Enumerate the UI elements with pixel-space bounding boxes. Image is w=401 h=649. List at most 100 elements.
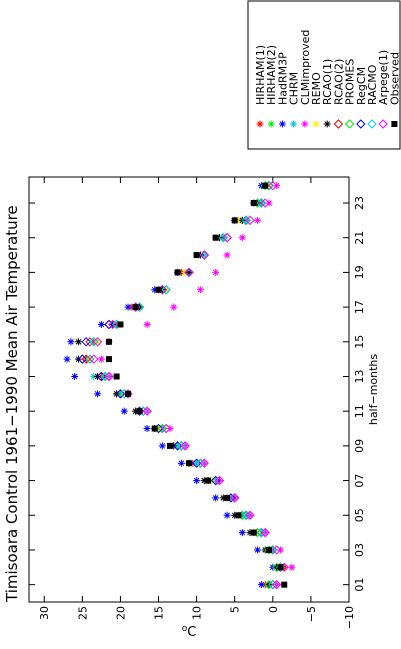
- series-chrm-point: [90, 372, 98, 380]
- legend-marker: [278, 120, 286, 128]
- series-observed-point: [250, 200, 257, 207]
- x-tick-label: 17: [353, 300, 366, 314]
- series-observed-point: [151, 425, 158, 432]
- legend-label: RACMO: [366, 64, 379, 105]
- series-rcao-1-point: [185, 268, 193, 276]
- chart-title: Timisoara Control 1961−1990 Mean Air Tem…: [3, 205, 21, 603]
- legend-marker: [256, 120, 264, 128]
- series-observed-point: [281, 581, 288, 588]
- series-regcm-point: [210, 475, 221, 486]
- series-observed-point: [235, 512, 242, 519]
- series-hadrm3p-point: [257, 581, 265, 589]
- series-rcao-1-point: [219, 494, 227, 502]
- legend-marker: [312, 120, 320, 128]
- legend-label: HIRHAM(1): [254, 45, 267, 105]
- series-arpege-1-point: [180, 441, 190, 451]
- series-clmimproved-point: [196, 286, 204, 294]
- series-hirham-1-point: [177, 268, 185, 276]
- series-arpege-1-point: [108, 319, 118, 330]
- series-clmimproved-point: [170, 303, 178, 311]
- series-remo-point: [235, 216, 243, 224]
- series-observed-point: [113, 373, 120, 380]
- series-observed-point: [106, 356, 112, 363]
- x-axis-ticks: 01 03 05 07 09 11 13 15 17 19 21 23: [29, 196, 366, 592]
- legend-marker: [290, 120, 298, 128]
- series-rcao-1-point: [231, 511, 239, 519]
- x-tick-label: 03: [353, 543, 366, 557]
- series-racmo-point: [241, 510, 251, 520]
- series-observed-point: [166, 442, 173, 449]
- series-hadrm3p-point: [63, 355, 71, 363]
- series-observed-point: [277, 564, 284, 571]
- x-tick-label: 09: [353, 439, 366, 453]
- series-observed-point: [224, 494, 231, 501]
- legend-label: RCAO(2): [332, 59, 345, 105]
- series-arpege-1-point: [199, 458, 209, 468]
- legend-marker: [356, 119, 366, 129]
- series-arpege-1-point: [245, 510, 255, 520]
- x-tick-label: 01: [353, 578, 366, 592]
- series-hadrm3p-point: [193, 477, 201, 485]
- series-observed-point: [155, 286, 162, 293]
- series-arpege-1-point: [89, 354, 99, 364]
- legend-marker: [378, 119, 388, 129]
- x-tick-label: 19: [353, 265, 366, 279]
- y-tick-label: 5: [229, 606, 242, 613]
- series-arpege-1-point: [214, 475, 225, 486]
- series-racmo-point: [100, 371, 110, 382]
- series-hadrm3p-point: [124, 303, 132, 311]
- series-observed-point: [231, 217, 238, 224]
- series-arpege-1-point: [142, 406, 152, 416]
- series-arpege-1-point: [230, 493, 240, 503]
- x-tick-label: 15: [353, 335, 366, 349]
- data-markers: [63, 180, 296, 590]
- x-tick-label: 11: [353, 404, 366, 418]
- plot-frame: [28, 176, 350, 603]
- series-observed-point: [174, 269, 181, 276]
- series-observed-point: [212, 234, 219, 241]
- series-arpege-1-point: [92, 337, 103, 347]
- legend-marker: [391, 121, 398, 127]
- series-arpege-1-point: [260, 527, 270, 538]
- x-tick-label: 07: [353, 474, 366, 488]
- legend-label: HadRM3P: [276, 52, 289, 105]
- series-observed-point: [117, 321, 124, 328]
- y-tick-label: 15: [153, 606, 166, 620]
- series-racmo-point: [256, 527, 267, 538]
- series-hadrm3p-point: [143, 425, 151, 433]
- series-hadrm3p-point: [238, 529, 246, 537]
- series-observed-point: [125, 390, 132, 397]
- series-racmo-point: [241, 215, 251, 226]
- series-arpege-1-point: [199, 250, 209, 260]
- y-tick-label: 25: [76, 606, 89, 620]
- x-tick-label: 13: [353, 369, 366, 383]
- series-arpege-1-point: [260, 198, 270, 208]
- x-tick-label: 21: [353, 231, 366, 245]
- series-observed-point: [106, 338, 112, 345]
- series-clmimproved-point: [238, 234, 246, 242]
- series-observed-point: [205, 477, 212, 484]
- series-hadrm3p-point: [158, 442, 166, 450]
- legend-label: REMO: [310, 72, 323, 105]
- series-arpege-1-point: [271, 545, 282, 555]
- series-hadrm3p-point: [97, 320, 105, 328]
- y-axis-ticks: −10 −5 0 5 10 15 20 25 30: [38, 177, 356, 629]
- legend-marker: [267, 120, 275, 128]
- series-observed-point: [193, 252, 200, 259]
- series-observed-point: [132, 304, 139, 311]
- series-racmo-point: [161, 285, 171, 295]
- legend-marker: [344, 119, 355, 129]
- legend-label: Observed: [388, 52, 401, 105]
- legend-marker: [333, 119, 344, 129]
- legend-marker: [301, 120, 309, 128]
- series-clmimproved-point: [288, 563, 296, 571]
- series-racmo-point: [176, 441, 187, 451]
- legend-marker: [323, 120, 331, 128]
- series-rcao-1-point: [246, 529, 254, 537]
- y-axis-label: oC: [182, 624, 197, 640]
- legend-label: RCAO(1): [321, 59, 334, 105]
- series-clmimproved-point: [212, 268, 220, 276]
- y-tick-label: −5: [305, 606, 318, 622]
- series-racmo-point: [85, 354, 95, 364]
